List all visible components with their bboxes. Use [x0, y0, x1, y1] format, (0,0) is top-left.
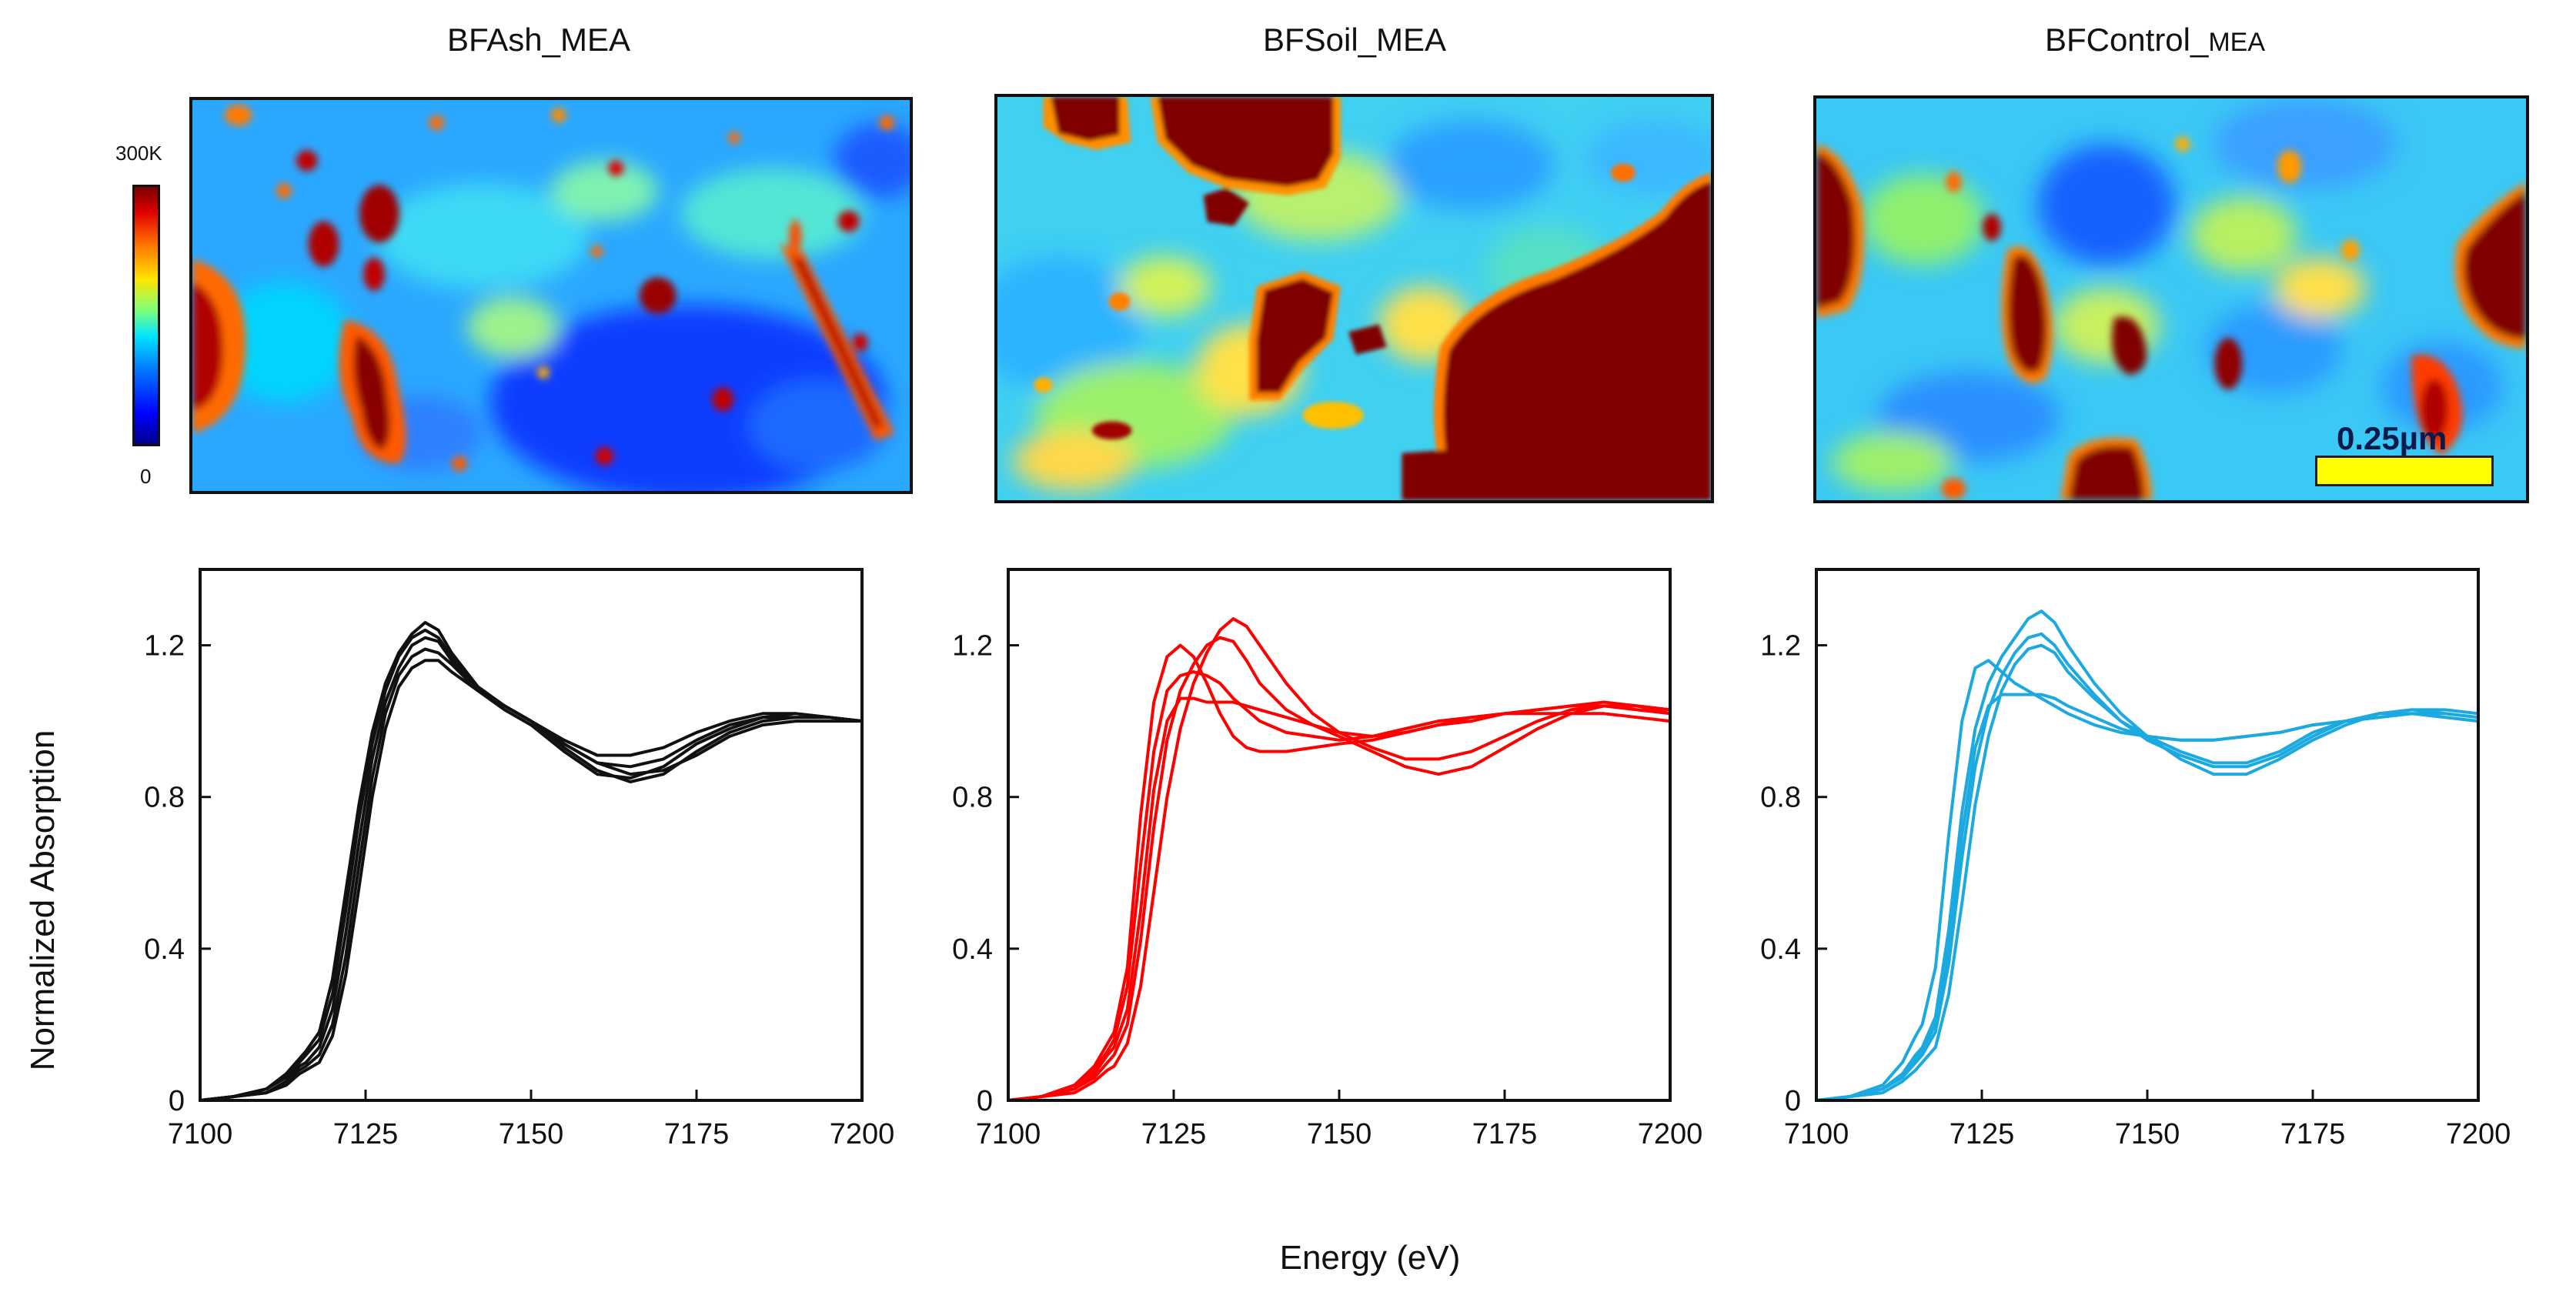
chart-ash-svg: 0 0.4 0.8 1.2 7100 7125 7150 7175 7200: [144, 568, 894, 1150]
x-tick-label: 7100: [168, 1118, 233, 1150]
plot-frame: [1007, 568, 1672, 1102]
spectrum-line-4: [1007, 617, 1671, 1102]
spectrum-line-3: [199, 636, 863, 1102]
panel-title-control: BFControl_MEA: [1793, 22, 2517, 58]
chart-soil-svg: 0 0.4 0.8 1.2 7100 7125 7150 7175 7200: [952, 568, 1702, 1150]
x-tick-label: 7100: [1784, 1118, 1849, 1150]
xrf-map-soil: [994, 94, 1714, 503]
panel-title-ash: BFAsh_MEA: [177, 22, 900, 58]
y-tick-label: 0: [169, 1085, 185, 1117]
x-tick-label: 7175: [1472, 1118, 1538, 1150]
spectrum-line-5: [1007, 696, 1671, 1102]
spectrum-line-1: [199, 621, 863, 1102]
plot-frame: [199, 568, 864, 1102]
spectrum-line-3: [1007, 636, 1671, 1102]
panel-title-soil: BFSoil_MEA: [993, 22, 1716, 58]
y-tick-label: 0.4: [1760, 933, 1801, 966]
x-tick-label: 7175: [2280, 1118, 2346, 1150]
x-tick-label: 7150: [499, 1118, 564, 1150]
xrf-map-ash: [189, 97, 913, 494]
panel-title-text: BFControl_: [2044, 22, 2209, 58]
y-tick-label: 1.2: [144, 630, 185, 663]
spectrum-line-2: [199, 628, 863, 1102]
x-tick-label: 7125: [1950, 1118, 2015, 1150]
colorbar: [132, 185, 160, 446]
chart-control-svg: 0 0.4 0.8 1.2 7100 7125 7150 7175 7200: [1760, 568, 2511, 1150]
panel-title-text: BFSoil_MEA: [1262, 22, 1447, 58]
y-tick-label: 0.8: [144, 782, 185, 814]
chart-soil: 0 0.4 0.8 1.2 7100 7125 7150 7175 7200: [924, 568, 1702, 1200]
x-tick-label: 7175: [664, 1118, 730, 1150]
colorbar-min-label: 0: [140, 465, 152, 488]
x-tick-label: 7125: [333, 1118, 399, 1150]
chart-ash: 0 0.4 0.8 1.2 7100 7125 7150 7175 7200: [115, 568, 894, 1200]
y-tick-label: 0.4: [952, 933, 993, 966]
panel-title-text: BFAsh_MEA: [446, 22, 631, 58]
y-axis-label-text: Normalized Absorption: [24, 729, 62, 1071]
scale-bar: [2315, 456, 2494, 486]
x-tick-label: 7200: [1638, 1118, 1703, 1150]
spectrum-line-1: [1816, 659, 2479, 1102]
spectrum-line-4: [199, 647, 863, 1102]
x-tick-label: 7100: [976, 1118, 1041, 1150]
chart-control: 0 0.4 0.8 1.2 7100 7125 7150 7175 7200: [1732, 568, 2511, 1200]
spectrum-line-2: [1816, 609, 2479, 1102]
scale-bar-label: 0.25µm: [2337, 420, 2447, 456]
x-tick-label: 7125: [1141, 1118, 1207, 1150]
y-tick-label: 1.2: [952, 630, 993, 663]
spectrum-line-3: [1816, 632, 2479, 1102]
xrf-map-control: [1813, 95, 2529, 503]
xrf-map-soil-image: [997, 97, 1711, 500]
y-tick-label: 1.2: [1760, 630, 1801, 663]
xrf-map-control-image: [1816, 98, 2526, 500]
spectrum-line-4: [1816, 643, 2479, 1102]
x-tick-label: 7200: [830, 1118, 895, 1150]
panel-title-suffix: MEA: [2208, 28, 2266, 57]
x-tick-label: 7200: [2446, 1118, 2511, 1150]
plot-frame: [1815, 568, 2480, 1102]
spectrum-line-5: [1816, 693, 2479, 1102]
x-tick-label: 7150: [1307, 1118, 1372, 1150]
y-tick-label: 0.8: [1760, 782, 1801, 814]
x-tick-label: 7150: [2115, 1118, 2180, 1150]
y-tick-label: 0.8: [952, 782, 993, 814]
x-axis-label: Energy (eV): [1279, 1239, 1461, 1277]
colorbar-max-label: 300K: [115, 142, 162, 165]
y-tick-label: 0.4: [144, 933, 185, 966]
xrf-map-ash-image: [192, 100, 910, 491]
y-tick-label: 0: [977, 1085, 993, 1117]
spectrum-line-5: [199, 659, 862, 1102]
y-tick-label: 0: [1785, 1085, 1801, 1117]
